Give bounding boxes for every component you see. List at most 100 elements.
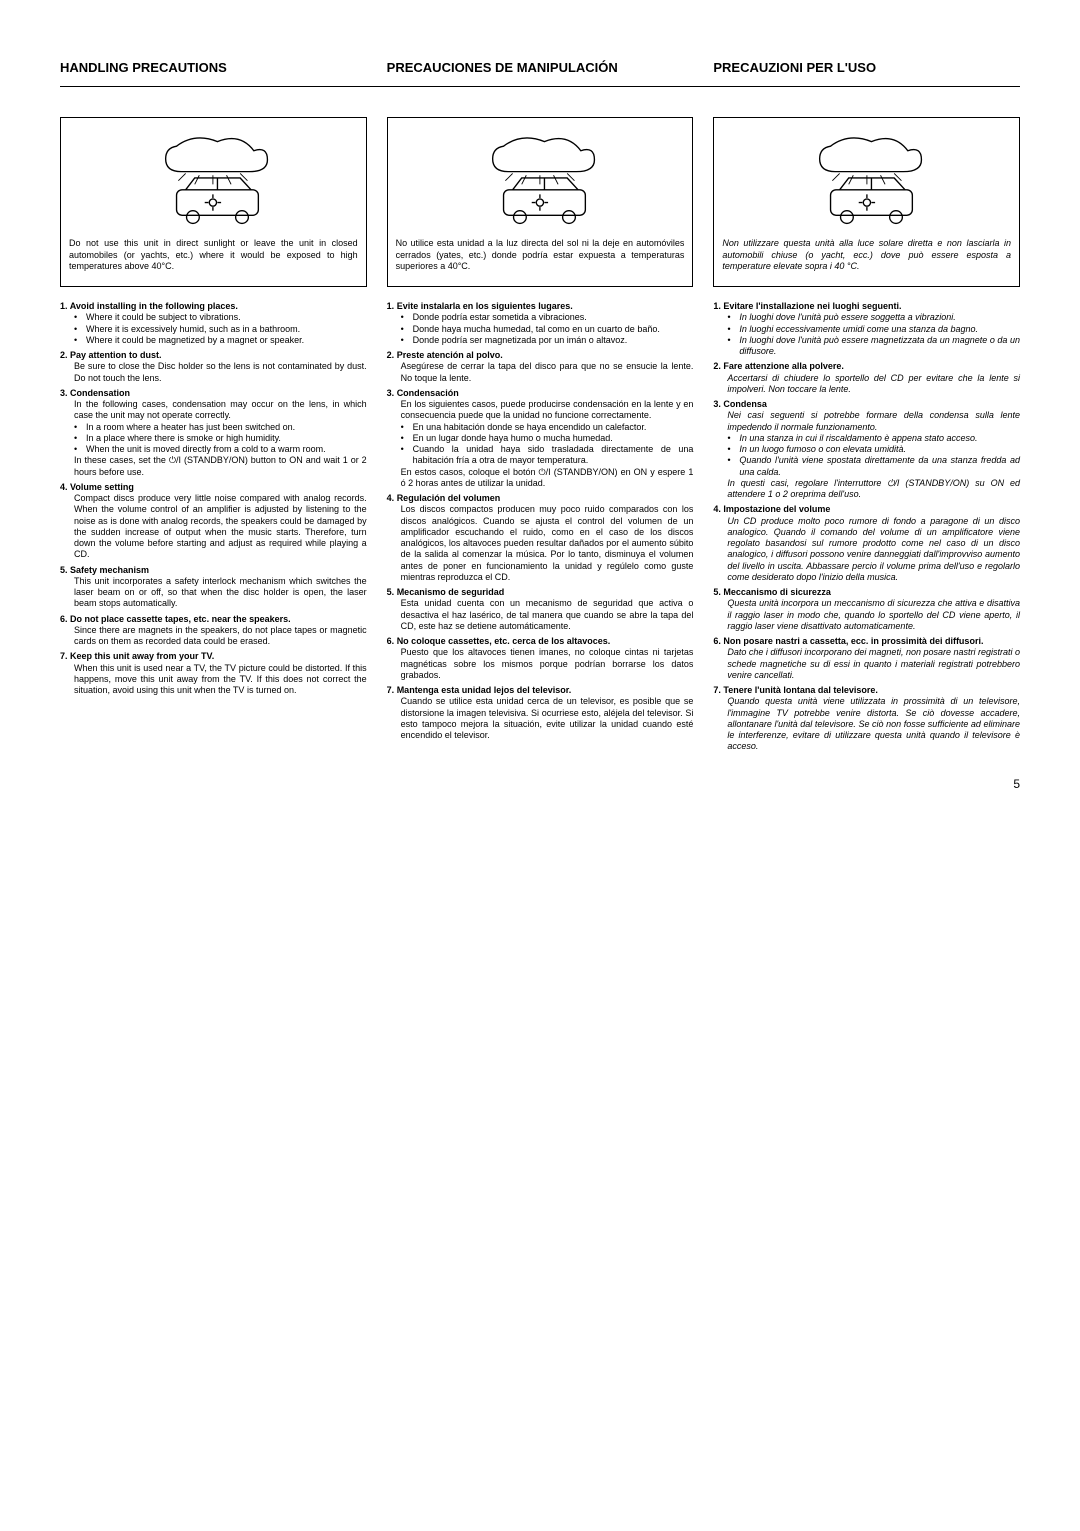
list-item: 3. CondensationIn the following cases, c… — [60, 388, 367, 478]
illus-box-es: No utilice esta unidad a la luz directa … — [387, 117, 694, 287]
item-desc: Los discos compactos producen muy poco r… — [401, 504, 694, 583]
sub-list: Where it could be subject to vibrations.… — [74, 312, 367, 346]
sub-item: En un lugar donde haya humo o mucha hume… — [401, 433, 694, 444]
item-after: In these cases, set the ⏻/I (STANDBY/ON)… — [74, 455, 367, 478]
sub-item: In a place where there is smoke or high … — [74, 433, 367, 444]
item-title: Impostazione del volume — [723, 504, 830, 514]
sub-list: Donde podría estar sometida a vibracione… — [401, 312, 694, 346]
item-desc: Be sure to close the Disc holder so the … — [74, 361, 367, 384]
col-en: Do not use this unit in direct sunlight … — [60, 117, 367, 756]
item-desc: Nei casi seguenti si potrebbe formare de… — [727, 410, 1020, 433]
sun-car-icon — [722, 128, 1011, 228]
sub-item: Donde podría ser magnetizada por un imán… — [401, 335, 694, 346]
sub-item: Donde haya mucha humedad, tal como en un… — [401, 324, 694, 335]
col-es: No utilice esta unidad a la luz directa … — [387, 117, 694, 756]
item-title: Mantenga esta unidad lejos del televisor… — [397, 685, 572, 695]
sun-car-icon — [69, 128, 358, 228]
list-item: 1. Evitare l'installazione nei luoghi se… — [713, 301, 1020, 357]
item-number: 7. — [713, 685, 723, 695]
item-title: Fare attenzione alla polvere. — [723, 361, 844, 371]
list-es: 1. Evite instalarla en los siguientes lu… — [387, 301, 694, 741]
header-it: PRECAUZIONI PER L'USO — [713, 60, 1020, 76]
list-item: 5. Mecanismo de seguridadEsta unidad cue… — [387, 587, 694, 632]
item-number: 4. — [713, 504, 723, 514]
sub-item: Quando l'unità viene spostata direttamen… — [727, 455, 1020, 478]
sub-item: In un luogo fumoso o con elevata umidità… — [727, 444, 1020, 455]
list-item: 4. Volume settingCompact discs produce v… — [60, 482, 367, 561]
list-item: 3. CondensaciónEn los siguientes casos, … — [387, 388, 694, 489]
illus-box-en: Do not use this unit in direct sunlight … — [60, 117, 367, 287]
item-desc: When this unit is used near a TV, the TV… — [74, 663, 367, 697]
item-desc: En los siguientes casos, puede producirs… — [401, 399, 694, 422]
list-item: 6. No coloque cassettes, etc. cerca de l… — [387, 636, 694, 681]
sub-item: Donde podría estar sometida a vibracione… — [401, 312, 694, 323]
item-title: Regulación del volumen — [397, 493, 501, 503]
item-desc: Esta unidad cuenta con un mecanismo de s… — [401, 598, 694, 632]
item-title: No coloque cassettes, etc. cerca de los … — [397, 636, 611, 646]
item-number: 3. — [387, 388, 397, 398]
list-item: 2. Fare attenzione alla polvere. Accertar… — [713, 361, 1020, 395]
item-number: 1. — [387, 301, 397, 311]
sub-item: In luoghi dove l'unità può essere magnet… — [727, 335, 1020, 358]
list-item: 4. Impostazione del volume Un CD produce … — [713, 504, 1020, 583]
list-it: 1. Evitare l'installazione nei luoghi se… — [713, 301, 1020, 753]
item-number: 5. — [387, 587, 397, 597]
item-number: 2. — [713, 361, 723, 371]
item-number: 5. — [713, 587, 723, 597]
caption-es: No utilice esta unidad a la luz directa … — [396, 238, 685, 272]
item-number: 2. — [387, 350, 397, 360]
item-title: Preste atención al polvo. — [397, 350, 503, 360]
item-desc: In the following cases, condensation may… — [74, 399, 367, 422]
item-title: Evitare l'installazione nei luoghi segue… — [723, 301, 901, 311]
sub-item: In luoghi dove l'unità può essere sogget… — [727, 312, 1020, 323]
illus-box-it: Non utilizzare questa unità alla luce so… — [713, 117, 1020, 287]
sub-item: En una habitación donde se haya encendid… — [401, 422, 694, 433]
item-desc: Cuando se utilice esta unidad cerca de u… — [401, 696, 694, 741]
list-item: 1. Avoid installing in the following pla… — [60, 301, 367, 346]
page-number: 5 — [60, 777, 1020, 792]
sub-item: In una stanza in cui il riscaldamento è … — [727, 433, 1020, 444]
item-desc: Questa unità incorpora un meccanismo di … — [727, 598, 1020, 632]
item-number: 6. — [713, 636, 723, 646]
item-desc: Compact discs produce very little noise … — [74, 493, 367, 561]
sub-list: In a room where a heater has just been s… — [74, 422, 367, 456]
list-item: 2. Preste atención al polvo.Asegúrese de… — [387, 350, 694, 384]
item-desc: Quando questa unità viene utilizzata in … — [727, 696, 1020, 752]
list-item: 6. Do not place cassette tapes, etc. nea… — [60, 614, 367, 648]
sub-item: In luoghi eccessivamente umidi come una … — [727, 324, 1020, 335]
item-title: Pay attention to dust. — [70, 350, 162, 360]
item-number: 7. — [387, 685, 397, 695]
item-desc: Un CD produce molto poco rumore di fondo… — [727, 516, 1020, 584]
sub-item: In a room where a heater has just been s… — [74, 422, 367, 433]
item-title: Tenere l'unità lontana dal televisore. — [723, 685, 878, 695]
item-number: 4. — [387, 493, 397, 503]
item-number: 6. — [387, 636, 397, 646]
sub-list: In una stanza in cui il riscaldamento è … — [727, 433, 1020, 478]
sub-item: Where it could be subject to vibrations. — [74, 312, 367, 323]
item-after: In questi casi, regolare l'interruttore … — [727, 478, 1020, 501]
list-item: 5. Meccanismo di sicurezzaQuesta unità i… — [713, 587, 1020, 632]
item-number: 6. — [60, 614, 70, 624]
item-desc: Accertarsi di chiudere lo sportello del … — [727, 373, 1020, 396]
list-en: 1. Avoid installing in the following pla… — [60, 301, 367, 696]
item-desc: Puesto que los altavoces tienen imanes, … — [401, 647, 694, 681]
item-desc: Dato che i diffusori incorporano dei mag… — [727, 647, 1020, 681]
item-desc: Since there are magnets in the speakers,… — [74, 625, 367, 648]
item-number: 5. — [60, 565, 70, 575]
list-item: 1. Evite instalarla en los siguientes lu… — [387, 301, 694, 346]
header-es: PRECAUCIONES DE MANIPULACIÓN — [387, 60, 694, 76]
header-row: HANDLING PRECAUTIONS PRECAUCIONES DE MAN… — [60, 60, 1020, 87]
item-title: Safety mechanism — [70, 565, 149, 575]
list-item: 2. Pay attention to dust.Be sure to clos… — [60, 350, 367, 384]
list-item: 3. CondensaNei casi seguenti si potrebbe… — [713, 399, 1020, 500]
list-item: 7. Tenere l'unità lontana dal televisore… — [713, 685, 1020, 753]
item-number: 1. — [713, 301, 723, 311]
item-title: Meccanismo di sicurezza — [723, 587, 831, 597]
col-it: Non utilizzare questa unità alla luce so… — [713, 117, 1020, 756]
list-item: 6. Non posare nastri a cassetta, ecc. in… — [713, 636, 1020, 681]
sub-list: In luoghi dove l'unità può essere sogget… — [727, 312, 1020, 357]
item-title: Mecanismo de seguridad — [397, 587, 505, 597]
list-item: 7. Mantenga esta unidad lejos del televi… — [387, 685, 694, 741]
item-title: Condensación — [397, 388, 459, 398]
item-title: Do not place cassette tapes, etc. near t… — [70, 614, 291, 624]
